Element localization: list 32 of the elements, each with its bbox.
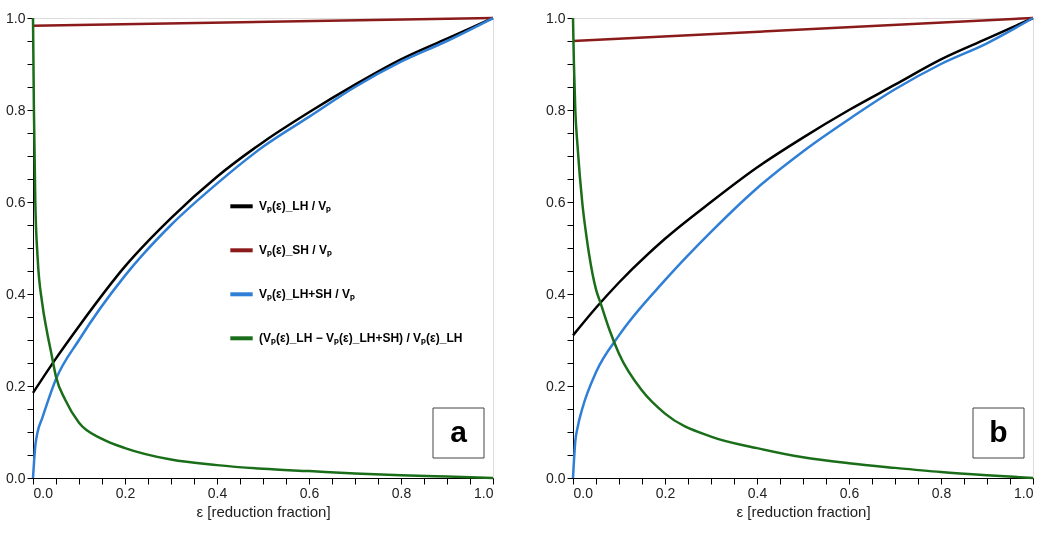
y-tick-label: 0.0 [6,469,26,486]
legend-label: Vₚ(ε)_LH+SH / Vₚ [259,287,356,303]
x-tick-label: 1.0 [474,484,494,501]
y-tick-label: 0.8 [546,101,566,118]
x-tick-label: 0.0 [33,484,54,501]
y-tick-label: 1.0 [6,9,26,26]
legend-label: Vₚ(ε)_LH / Vₚ [259,199,332,215]
x-tick-label: 0.4 [747,484,768,501]
y-tick-label: 0.4 [546,285,566,302]
x-tick-label: 1.0 [1014,484,1034,501]
x-tick-label: 0.4 [207,484,228,501]
legend-label: (Vₚ(ε)_LH − Vₚ(ε)_LH+SH) / Vₚ(ε)_LH [259,331,463,347]
x-tick-label: 0.2 [115,484,136,501]
x-tick-label: 0.6 [299,484,320,501]
y-tick-label: 0.2 [546,377,566,394]
x-tick-label: 0.2 [655,484,676,501]
x-axis-title: ε [reduction fraction] [736,502,871,520]
y-tick-label: 0.0 [546,469,566,486]
y-tick-label: 0.4 [6,285,26,302]
x-tick-label: 0.8 [391,484,412,501]
annotation: b [989,415,1008,448]
annotation: a [450,415,468,448]
x-tick-label: 0.8 [931,484,952,501]
y-tick-label: 0.6 [6,193,26,210]
x-tick-label: 0.0 [573,484,594,501]
y-tick-label: 0.6 [546,193,566,210]
y-tick-label: 0.2 [6,377,26,394]
x-axis-title: ε [reduction fraction] [196,502,331,520]
y-tick-label: 1.0 [546,9,566,26]
legend-label: Vₚ(ε)_SH / Vₚ [259,243,333,259]
y-tick-label: 0.8 [6,101,26,118]
x-tick-label: 0.6 [839,484,860,501]
